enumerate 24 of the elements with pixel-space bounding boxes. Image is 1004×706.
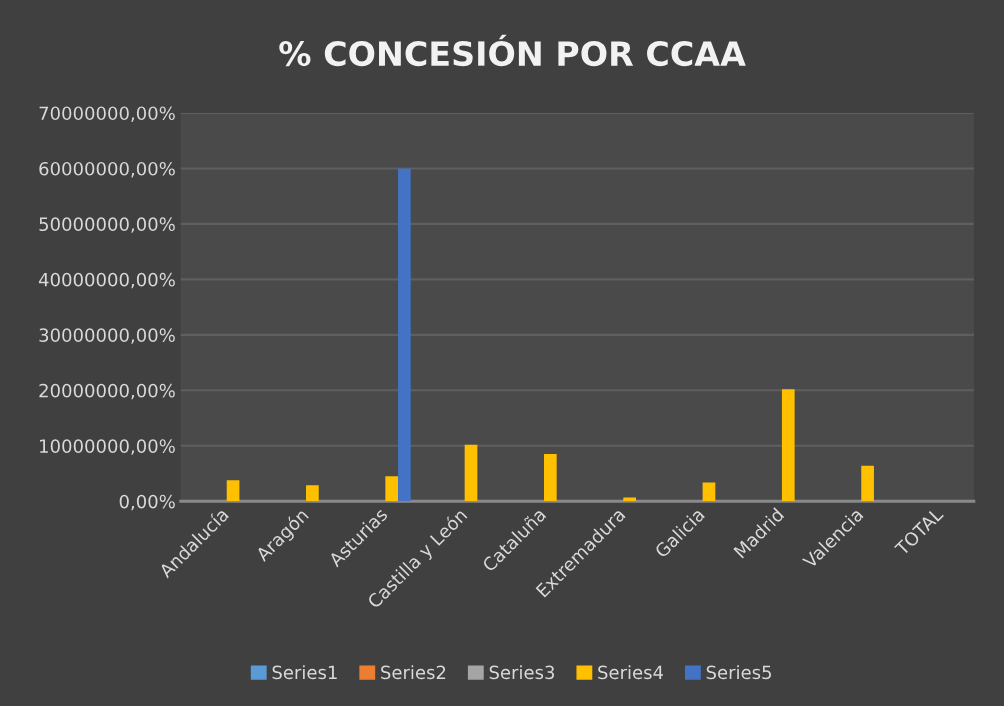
bar — [623, 497, 636, 502]
bar — [543, 454, 557, 502]
legend-label: Series5 — [706, 665, 771, 680]
bar — [306, 485, 319, 502]
y-tick-label: 0,00% — [119, 494, 175, 511]
legend-label: Series1 — [272, 665, 337, 680]
y-tick-label: 10000000,00% — [40, 439, 175, 455]
y-tick-label: 20000000,00% — [39, 383, 175, 400]
legend-label: Series3 — [489, 665, 555, 680]
bar — [398, 168, 411, 502]
legend-label: Series4 — [598, 665, 663, 680]
bar — [464, 444, 478, 502]
y-tick-label: 50000000,00% — [39, 217, 175, 233]
bar — [861, 465, 874, 502]
y-tick-label: 70000000,00% — [39, 106, 175, 122]
y-tick-label: 40000000,00% — [38, 272, 175, 289]
bar — [226, 480, 240, 502]
bar — [702, 482, 716, 502]
y-tick-label: 30000000,00% — [39, 328, 175, 344]
legend-label: Series2 — [381, 665, 446, 680]
bar — [781, 389, 795, 502]
y-tick-label: 60000000,00% — [39, 161, 175, 178]
chart-title: % CONCESIÓN POR CCAA — [279, 34, 746, 67]
bar — [385, 476, 399, 502]
